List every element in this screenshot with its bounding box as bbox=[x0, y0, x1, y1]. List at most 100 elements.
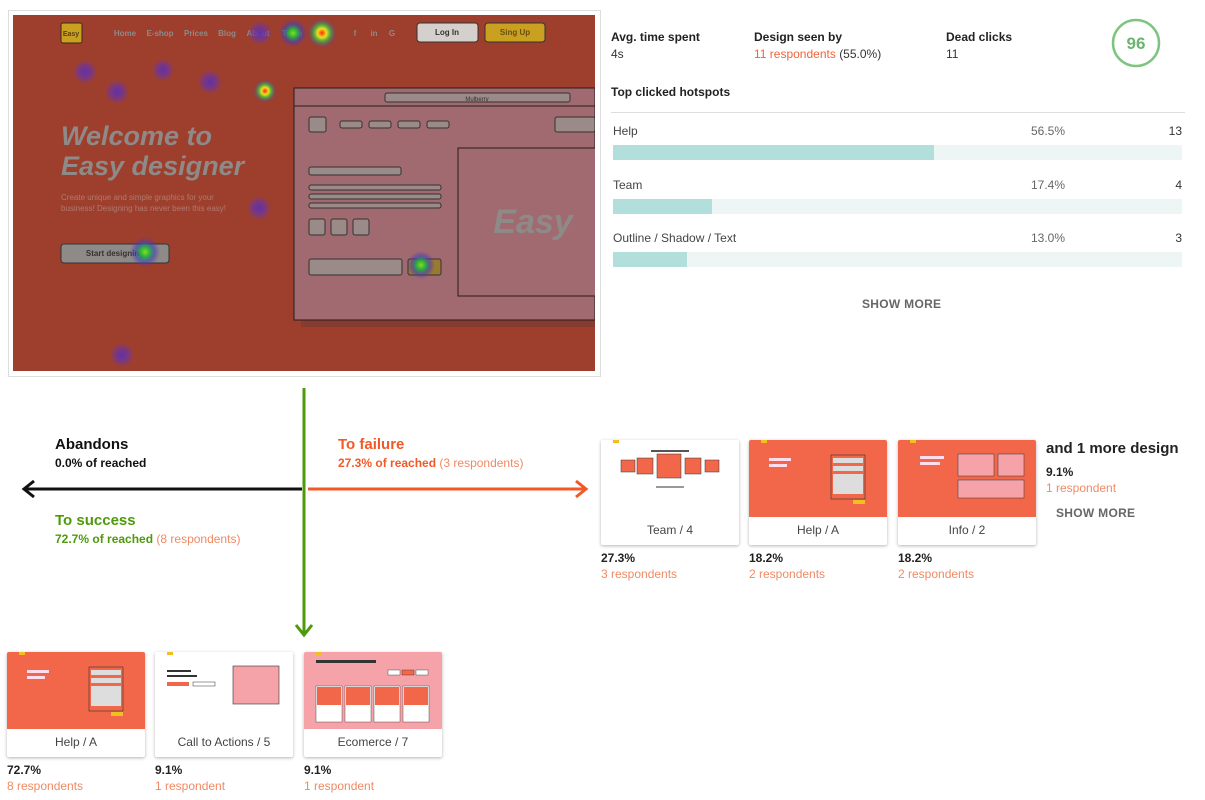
mock-el bbox=[308, 193, 442, 200]
stat-value: 11 respondents bbox=[754, 47, 836, 61]
signup: Sing Up bbox=[500, 28, 530, 37]
failure-respondents: (3 respondents) bbox=[439, 456, 524, 470]
design-respondents: 8 respondents bbox=[7, 779, 84, 793]
thumb-bg bbox=[749, 440, 887, 517]
thumb-field bbox=[833, 466, 863, 471]
design-name: Help / A bbox=[54, 735, 98, 749]
thumb-block bbox=[704, 459, 720, 473]
login-button bbox=[416, 22, 479, 43]
heat-spot bbox=[247, 196, 271, 220]
subtitle: business! Designing has never been this … bbox=[61, 204, 226, 213]
thumb-line bbox=[769, 464, 787, 467]
login: Log In bbox=[435, 28, 459, 37]
heatmap-frame bbox=[8, 10, 601, 377]
design-name: Call to Actions / 5 bbox=[177, 735, 271, 749]
heat-spot bbox=[73, 60, 97, 84]
design-name: Team / 4 bbox=[646, 523, 694, 537]
thumb-img bbox=[404, 687, 428, 705]
design-respondents: 1 respondent bbox=[304, 779, 375, 793]
heat-spot bbox=[130, 237, 160, 267]
hotspot-name: Team bbox=[613, 177, 643, 192]
heat-spot bbox=[279, 19, 307, 47]
design-percent: 18.2% bbox=[749, 551, 784, 565]
thumb-line bbox=[920, 456, 944, 459]
heat-spot bbox=[253, 79, 277, 103]
thumb-bg bbox=[7, 652, 145, 729]
design-respondents: 2 respondents bbox=[749, 567, 826, 581]
mock-el bbox=[426, 120, 450, 129]
nav-item: E-shop bbox=[146, 29, 173, 38]
design-card[interactable]: Help / A bbox=[749, 440, 887, 545]
heat-spot bbox=[105, 80, 129, 104]
design-card[interactable]: Team / 4 bbox=[601, 440, 739, 545]
design-card[interactable]: Ecomerce / 7 bbox=[304, 652, 442, 757]
hotspot-percent: 17.4% bbox=[1031, 177, 1066, 192]
thumb-tab bbox=[415, 669, 429, 676]
more-percent: 9.1% bbox=[1046, 465, 1074, 479]
hotspot-percent: 13.0% bbox=[1031, 231, 1066, 245]
thumb-bg bbox=[898, 440, 1036, 517]
signup-button bbox=[484, 22, 546, 43]
social-icon: G bbox=[389, 29, 395, 38]
thumb-bg bbox=[601, 440, 739, 517]
hotspot-count: 13 bbox=[1168, 124, 1182, 138]
failure-arrowhead bbox=[575, 479, 589, 499]
thumb-btn bbox=[167, 682, 189, 686]
stat-label: Design seen by bbox=[754, 30, 843, 44]
thumb-line bbox=[920, 462, 940, 465]
success-respondents: (8 respondents) bbox=[156, 532, 241, 546]
mock-el bbox=[308, 218, 326, 236]
thumb-img bbox=[375, 687, 399, 705]
abandons-reached: 0.0% of reached bbox=[55, 456, 147, 470]
thumb-block bbox=[957, 453, 995, 477]
design-card[interactable]: Info / 2 bbox=[898, 440, 1036, 545]
thumb-line bbox=[27, 676, 45, 679]
thumb-block bbox=[232, 665, 280, 705]
mock-text: Easy bbox=[493, 203, 574, 241]
score-value: 96 bbox=[1127, 34, 1146, 53]
failure-summary: 27.3% of reached (3 respondents) bbox=[338, 456, 523, 470]
url-bar bbox=[384, 92, 571, 103]
design-card[interactable]: Help / A bbox=[7, 652, 145, 757]
mock-el bbox=[308, 258, 403, 276]
hotspot-track bbox=[613, 198, 1182, 214]
hotspots-title: Top clicked hotspots bbox=[611, 85, 731, 99]
show-more[interactable]: SHOW MORE bbox=[1056, 506, 1136, 520]
thumb-btn bbox=[853, 500, 865, 504]
thumb-tag bbox=[316, 652, 322, 655]
success-arrowhead bbox=[294, 624, 314, 638]
design-name: Help / A bbox=[796, 523, 840, 537]
failure-reached: 27.3% of reached bbox=[338, 456, 437, 470]
hotspot-count: 4 bbox=[1175, 177, 1182, 192]
nav-item: Blog bbox=[218, 29, 236, 38]
design-thumbnail bbox=[749, 440, 887, 517]
design-respondents: 3 respondents bbox=[601, 567, 678, 581]
score: 96 bbox=[1111, 18, 1161, 68]
thumb-tab bbox=[387, 669, 401, 676]
hotspot-percent: 56.5% bbox=[1031, 124, 1066, 138]
design-percent: 9.1% bbox=[155, 763, 183, 777]
mock-el bbox=[368, 120, 392, 129]
design-card[interactable]: Call to Actions / 5 bbox=[155, 652, 293, 757]
thumb-img bbox=[346, 687, 370, 705]
stat-extra: (55.0%) bbox=[839, 47, 882, 61]
thumb-block bbox=[656, 453, 682, 479]
thumb-btn bbox=[192, 681, 216, 687]
thumb-tag bbox=[761, 440, 767, 443]
thumb-line bbox=[651, 450, 689, 452]
heat-spot bbox=[110, 343, 134, 367]
score-ring bbox=[1111, 18, 1161, 68]
show-more[interactable]: SHOW MORE bbox=[862, 297, 942, 311]
failure-title: To failure bbox=[338, 436, 405, 453]
success-title: To success bbox=[55, 512, 136, 529]
thumb-tag bbox=[910, 440, 916, 443]
thumb-line bbox=[27, 670, 49, 673]
thumb-img bbox=[317, 687, 341, 705]
stat-value-row: 11 bbox=[946, 47, 958, 61]
thumb-field bbox=[91, 670, 121, 675]
success-reached: 72.7% of reached bbox=[55, 532, 154, 546]
design-thumbnail bbox=[155, 652, 293, 729]
nav-item: Prices bbox=[184, 29, 209, 38]
subtitle: Create unique and simple graphics for yo… bbox=[61, 193, 214, 202]
